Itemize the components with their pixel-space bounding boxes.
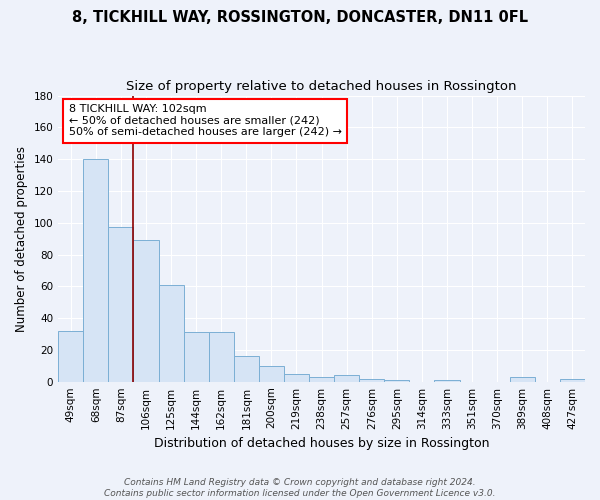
Bar [560,378,585,382]
X-axis label: Distribution of detached houses by size in Rossington: Distribution of detached houses by size … [154,437,490,450]
Bar [58,331,83,382]
Bar [133,240,158,382]
Bar [184,332,209,382]
Title: Size of property relative to detached houses in Rossington: Size of property relative to detached ho… [127,80,517,93]
Bar [510,377,535,382]
Bar [434,380,460,382]
Bar [83,159,109,382]
Bar [334,376,359,382]
Text: Contains HM Land Registry data © Crown copyright and database right 2024.
Contai: Contains HM Land Registry data © Crown c… [104,478,496,498]
Bar [209,332,234,382]
Text: 8, TICKHILL WAY, ROSSINGTON, DONCASTER, DN11 0FL: 8, TICKHILL WAY, ROSSINGTON, DONCASTER, … [72,10,528,25]
Bar [158,284,184,382]
Y-axis label: Number of detached properties: Number of detached properties [15,146,28,332]
Bar [234,356,259,382]
Bar [284,374,309,382]
Bar [109,228,133,382]
Bar [385,380,409,382]
Text: 8 TICKHILL WAY: 102sqm
← 50% of detached houses are smaller (242)
50% of semi-de: 8 TICKHILL WAY: 102sqm ← 50% of detached… [69,104,342,138]
Bar [309,377,334,382]
Bar [259,366,284,382]
Bar [359,378,385,382]
